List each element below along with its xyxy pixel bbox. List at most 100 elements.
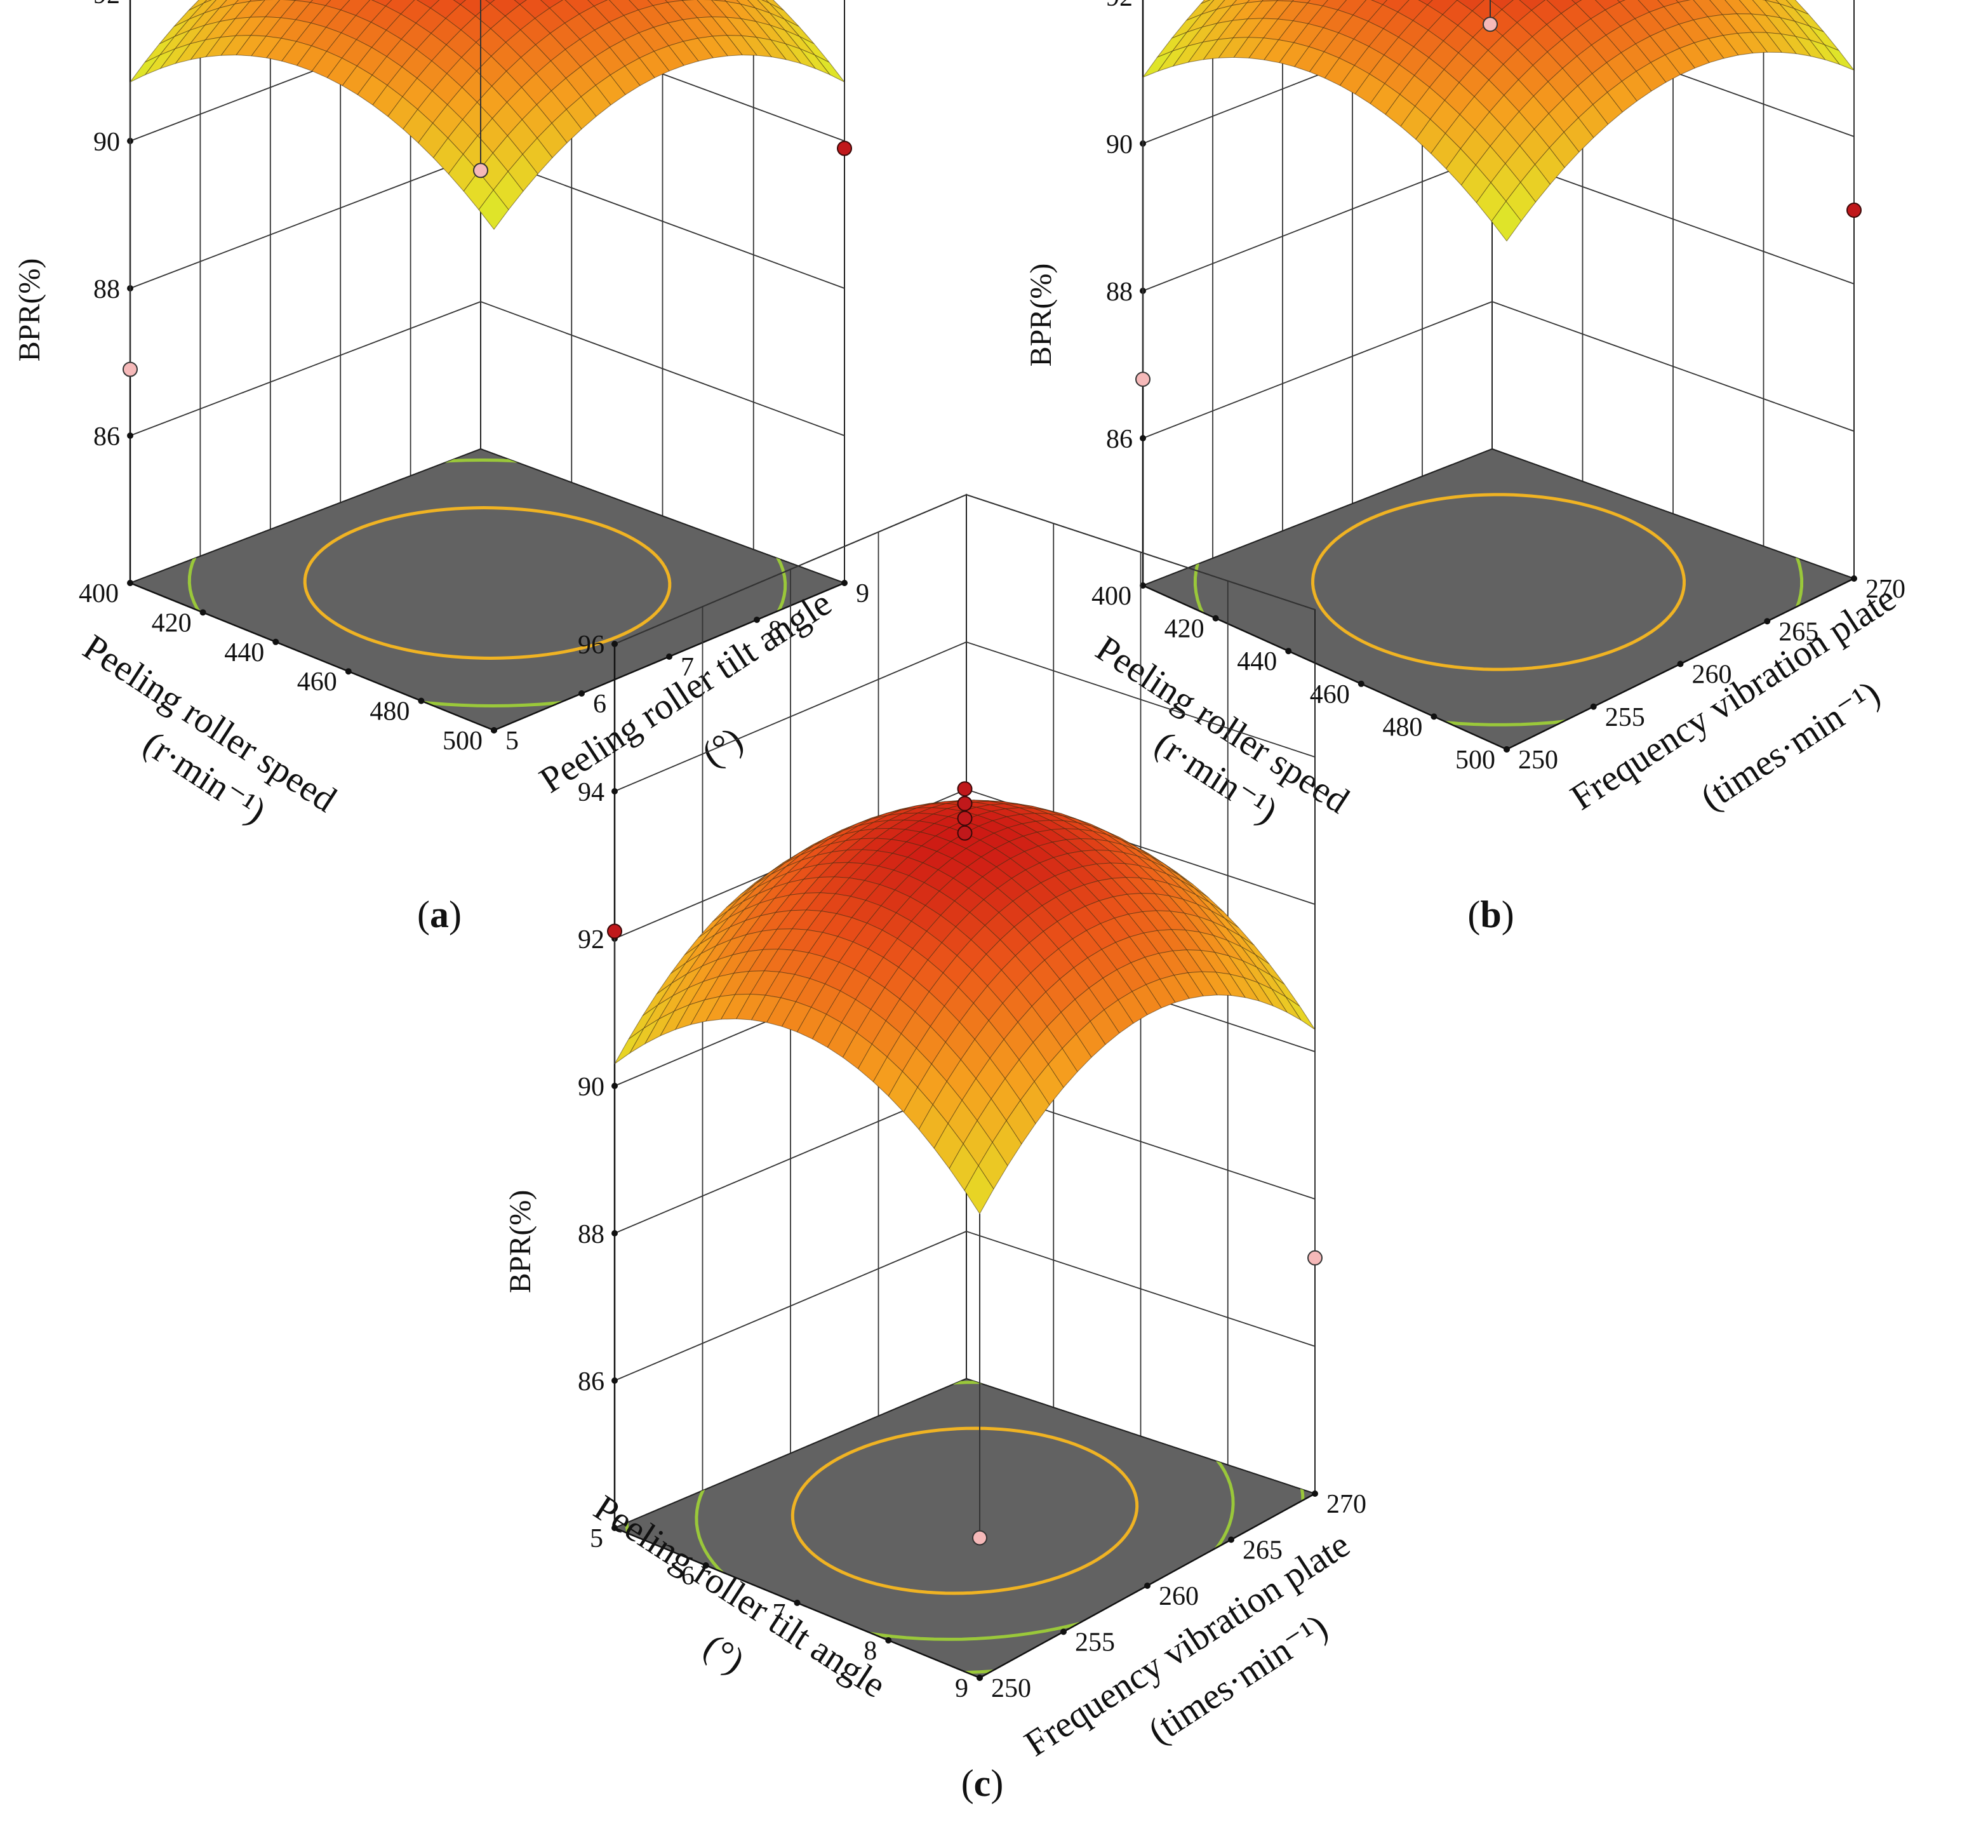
- x-tick-mark: [1140, 582, 1146, 589]
- panel-label-letter: b: [1480, 894, 1501, 935]
- x-tick-label: 400: [79, 579, 119, 608]
- panel-label-letter: a: [430, 894, 449, 935]
- design-point-below: [1483, 17, 1498, 32]
- x-tick-label: 420: [152, 608, 192, 638]
- x-tick-label: 400: [1091, 582, 1131, 611]
- panel-label-letter: c: [974, 1762, 991, 1804]
- y-tick-mark: [491, 727, 497, 733]
- x-tick-mark: [702, 1562, 709, 1569]
- y-tick-label: 270: [1326, 1490, 1366, 1519]
- surface-facet: [964, 1165, 994, 1215]
- x-axis-line: [130, 582, 495, 732]
- design-point-above: [837, 140, 852, 156]
- z-tick-label: 86: [578, 1367, 604, 1396]
- y-tick-mark: [578, 690, 585, 697]
- design-point-above: [1846, 203, 1862, 218]
- x-tick-label: 500: [1455, 746, 1495, 775]
- y-tick-label: 270: [1865, 575, 1905, 604]
- y-tick-label: 260: [1692, 660, 1732, 690]
- surface-b: [1142, 0, 1855, 242]
- y-tick-mark: [977, 1675, 983, 1681]
- x-tick-mark: [1431, 713, 1438, 720]
- design-points-a: [123, 0, 852, 377]
- surface-facet: [478, 189, 509, 231]
- panel-label-paren-open: (: [417, 894, 430, 935]
- x-tick-mark: [345, 668, 352, 675]
- x-tick-label: 420: [1164, 615, 1204, 644]
- x-tick-mark: [1212, 615, 1219, 622]
- y-tick-mark: [1677, 660, 1684, 667]
- z-tick-label: 88: [578, 1220, 604, 1249]
- x-tick-label: 6: [681, 1562, 695, 1591]
- panel-label-a: (a): [417, 894, 462, 935]
- surface-c: [614, 800, 1316, 1215]
- y-tick-label: 265: [1778, 617, 1818, 646]
- contour-line: [791, 1426, 1139, 1595]
- z-tick-label: 86: [1106, 425, 1133, 454]
- surface-facet: [1491, 201, 1522, 242]
- x-tick-mark: [272, 638, 279, 645]
- z-tick-label: 90: [1106, 130, 1133, 159]
- x-tick-label: 8: [864, 1637, 877, 1666]
- z-tick-label: 92: [93, 0, 120, 10]
- y-tick-mark: [1228, 1536, 1234, 1543]
- panel-label-paren-close: ): [449, 894, 462, 935]
- design-point-below: [473, 163, 488, 178]
- panel-label-paren-close: ): [991, 1762, 1003, 1804]
- y-tick-label: 9: [856, 579, 869, 608]
- x-tick-label: 500: [443, 726, 483, 756]
- y-tick-label: 5: [505, 726, 519, 756]
- y-tick-mark: [1060, 1628, 1067, 1635]
- z-tick-label: 92: [1106, 0, 1133, 12]
- x-tick-mark: [418, 697, 425, 704]
- y-tick-label: 265: [1243, 1536, 1283, 1565]
- x-tick-mark: [794, 1600, 801, 1606]
- y-tick-mark: [841, 580, 848, 586]
- z-tick-mark: [611, 1377, 618, 1384]
- x-tick-label: 9: [955, 1674, 968, 1703]
- z-tick-mark: [611, 788, 618, 794]
- y-tick-mark: [1504, 746, 1510, 753]
- panel-a: 86889092949640042044046048050056789Peeli…: [13, 0, 869, 935]
- y-tick-label: 7: [681, 653, 694, 682]
- x-tick-mark: [1358, 680, 1364, 687]
- y-tick-label: 6: [593, 690, 606, 719]
- y-tick-label: 260: [1159, 1582, 1199, 1611]
- z-axis-title: BPR(%): [13, 258, 46, 362]
- x-tick-mark: [1285, 648, 1292, 655]
- z-tick-label: 96: [578, 631, 604, 660]
- x-tick-label: 460: [297, 667, 337, 697]
- z-tick-label: 90: [578, 1073, 604, 1102]
- x-tick-mark: [611, 1525, 618, 1531]
- panel-label-b: (b): [1467, 894, 1514, 935]
- z-gridline: [614, 641, 1316, 792]
- y-tick-mark: [666, 653, 672, 660]
- x-tick-mark: [885, 1637, 892, 1644]
- y-tick-label: 250: [1518, 746, 1558, 775]
- design-point-above: [957, 796, 973, 812]
- y-tick-label: 255: [1075, 1628, 1115, 1657]
- z-gridline: [614, 494, 1316, 645]
- z-tick-label: 92: [578, 925, 604, 954]
- design-point-below: [1307, 1250, 1323, 1266]
- x-tick-label: 5: [590, 1524, 603, 1553]
- contour-line: [303, 506, 672, 660]
- z-axis-title: BPR(%): [1024, 264, 1058, 367]
- x-tick-mark: [199, 609, 206, 616]
- z-tick-mark: [127, 432, 133, 439]
- surface-facet: [1571, 0, 1582, 4]
- design-points-c: [607, 781, 1323, 1546]
- contour-line: [1311, 493, 1686, 671]
- y-tick-mark: [1312, 1490, 1318, 1497]
- panel-label-c: (c): [961, 1762, 1004, 1804]
- z-gridline: [130, 301, 845, 436]
- y-tick-mark: [1144, 1583, 1151, 1589]
- z-tick-label: 90: [93, 128, 120, 157]
- y-tick-mark: [1590, 703, 1597, 710]
- x-axis-line: [1142, 584, 1507, 751]
- y-tick-label: 250: [991, 1674, 1031, 1703]
- x-tick-label: 480: [1382, 713, 1422, 742]
- z-tick-mark: [1140, 435, 1146, 441]
- design-point-below: [123, 361, 138, 377]
- z-gridline: [1142, 301, 1855, 439]
